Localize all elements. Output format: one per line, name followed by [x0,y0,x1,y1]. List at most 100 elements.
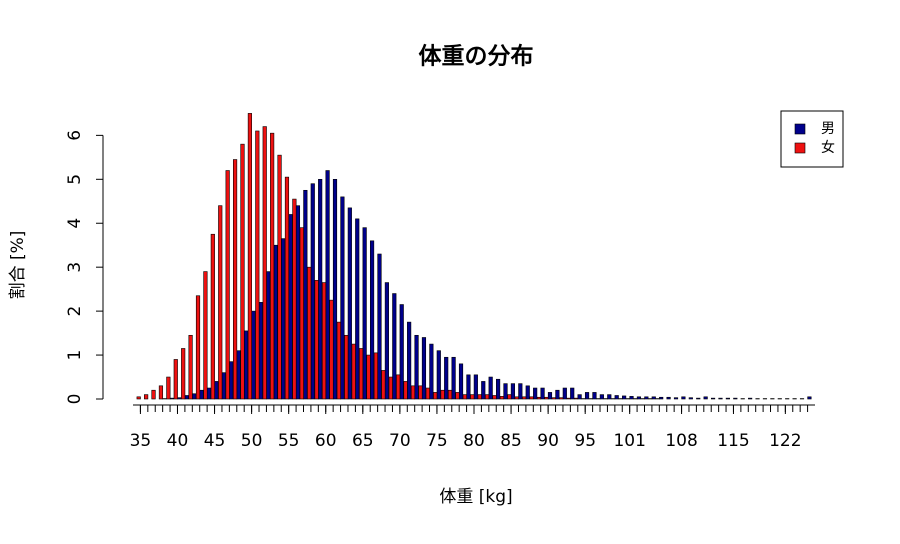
bar [285,177,289,399]
bar [367,355,371,399]
bar [344,335,348,399]
bar [485,395,489,399]
bar [441,390,445,399]
bar [471,395,475,399]
bar [508,395,512,399]
bar [652,397,656,399]
bar [600,395,604,399]
bar [241,144,245,399]
x-tick-label: 50 [241,431,263,451]
bar [307,267,311,399]
bar [389,377,393,399]
bar [519,384,523,399]
bar [463,395,467,399]
y-tick-label: 6 [65,130,85,141]
bar [159,386,163,399]
x-tick-label: 75 [426,431,448,451]
y-tick-label: 0 [65,394,85,405]
bar [378,254,382,399]
bar [185,395,189,399]
bar [382,370,386,399]
bar [278,155,282,399]
legend-label: 男 [821,121,835,137]
bar [274,245,278,399]
bar [474,375,478,399]
bar [204,272,208,399]
bar [289,214,293,399]
bar [415,335,419,399]
bar [511,384,515,399]
bar [541,388,545,399]
legend-box [781,111,843,167]
bar [808,397,812,399]
bar [207,388,211,399]
bar [144,395,148,399]
bar [322,283,326,399]
bar [422,337,426,399]
bar [300,228,304,399]
bar [559,398,563,399]
bar [404,381,408,399]
bar [252,311,256,399]
x-tick-label: 55 [278,431,300,451]
x-tick-label: 101 [613,431,645,451]
bar [659,397,663,399]
bar [608,395,612,399]
bar [500,396,504,399]
bar [137,397,141,399]
bar [574,398,578,399]
bar [622,396,626,399]
bar [456,392,460,399]
x-tick-label: 122 [769,431,801,451]
bar [481,381,485,399]
bar [711,398,715,399]
bar [189,335,193,399]
bar [437,351,441,399]
bar [152,390,156,399]
bar [682,397,686,399]
x-tick-label: 35 [130,431,152,451]
bar [296,206,300,399]
bar [478,395,482,399]
y-tick-label: 4 [65,218,85,229]
x-tick-label: 95 [574,431,596,451]
legend-label: 女 [821,139,835,156]
bar [293,199,297,399]
bar [545,397,549,399]
bar [526,386,530,399]
bar [304,190,308,399]
bar [748,398,752,399]
bar [218,206,222,399]
bar [734,398,738,399]
bar [493,395,497,399]
bar [556,390,560,399]
x-tick-label: 40 [167,431,189,451]
bar [419,386,423,399]
bar [400,305,404,399]
bar [192,394,196,399]
bar [326,171,330,399]
bar [393,294,397,399]
bar [645,397,649,399]
bar [530,397,534,399]
bar [637,397,641,399]
bar [348,208,352,399]
bar [630,396,634,399]
bar [363,228,367,399]
bar [452,357,456,399]
bar [563,388,567,399]
bar [256,131,260,399]
x-tick-label: 115 [717,431,749,451]
bar [311,184,315,399]
bar [667,397,671,399]
bar [585,392,589,399]
bar [222,373,226,399]
bar [533,388,537,399]
bar [719,398,723,399]
chart-title: 体重の分布 [419,43,534,70]
bar [315,280,319,399]
bar [174,359,178,399]
x-tick-label: 65 [352,431,374,451]
